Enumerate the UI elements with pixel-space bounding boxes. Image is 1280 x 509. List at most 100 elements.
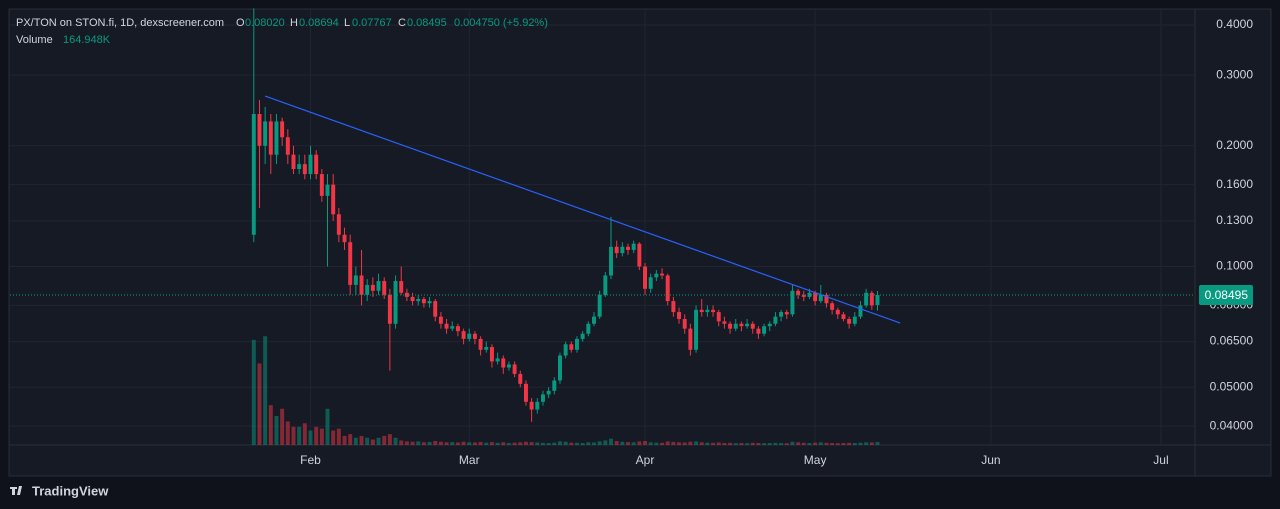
legend-low: 0.07767 [352, 17, 392, 29]
volume-bar [285, 421, 290, 445]
volume-bar [631, 442, 636, 445]
candle-body [807, 292, 812, 297]
legend-open: 0.08020 [245, 17, 285, 29]
candle-body [314, 154, 319, 175]
x-tick-label: May [804, 453, 827, 467]
y-tick-label: 0.04000 [1210, 418, 1254, 432]
volume-bar [433, 441, 438, 445]
volume-bar [557, 441, 562, 445]
candle-body [654, 273, 659, 278]
candle-body [285, 137, 290, 155]
volume-bar [365, 437, 370, 445]
volume-bar [512, 442, 517, 445]
candle-body [506, 364, 511, 368]
candle-body [387, 294, 392, 324]
candle-body [665, 275, 670, 302]
candle-body [478, 338, 483, 350]
candle-body [523, 383, 528, 402]
volume-bar [484, 442, 489, 445]
volume-bar [779, 443, 784, 445]
candle-body [421, 298, 426, 304]
candle-body [841, 314, 846, 319]
volume-bar [597, 441, 602, 445]
volume-bar [540, 442, 545, 445]
candle-body [592, 316, 596, 324]
candle-body [631, 243, 636, 250]
candle-body [711, 309, 716, 313]
volume-bar [818, 442, 823, 445]
candle-body [563, 344, 568, 356]
volume-bar [478, 441, 483, 445]
volume-bar [268, 405, 273, 445]
volume-bar [359, 435, 364, 445]
candle-body [694, 309, 699, 350]
candle-body [557, 355, 562, 381]
volume-bar [620, 441, 625, 445]
candle-body [251, 114, 256, 235]
volume-bar [325, 408, 330, 445]
candle-body [546, 390, 551, 395]
volume-bar [455, 442, 460, 445]
volume-bar [671, 441, 676, 445]
y-tick-label: 0.3000 [1216, 67, 1253, 81]
volume-bar [251, 339, 256, 445]
trend-line [264, 95, 901, 324]
chart-frame [8, 8, 1272, 477]
candles [251, 8, 880, 422]
candle-body [540, 394, 545, 402]
volume-bar [580, 443, 585, 445]
grid [10, 10, 1195, 445]
volume-bar [660, 442, 665, 445]
candle-body [263, 121, 268, 146]
candle-body [569, 344, 574, 350]
volume-bar [830, 443, 835, 445]
last-price-box [1199, 284, 1253, 305]
volume-bar [387, 434, 392, 445]
candle-body [438, 316, 443, 324]
volume-bar [767, 443, 772, 445]
volume-bar [495, 442, 500, 445]
volume-bar [711, 442, 716, 445]
volume-bar [773, 442, 778, 445]
volume-bar [807, 443, 812, 445]
last-price-label: 0.08495 [1205, 288, 1249, 302]
volume-bar [342, 435, 347, 445]
y-tick-label: 0.06500 [1210, 334, 1254, 348]
volume-bar [847, 442, 852, 445]
candle-body [637, 243, 642, 267]
candle-body [461, 331, 466, 339]
volume-bar [677, 442, 682, 445]
brand: TradingView [10, 483, 109, 498]
candle-body [869, 292, 874, 306]
volume-bar [370, 439, 375, 445]
candle-body [739, 323, 744, 327]
volume-bar [569, 442, 574, 445]
candle-body [399, 281, 404, 293]
volume-bar [297, 426, 302, 445]
candle-body [529, 401, 534, 410]
volume-bar [319, 428, 324, 445]
candle-body [586, 323, 591, 334]
x-tick-label: Jul [1153, 453, 1168, 467]
volume-bar [461, 441, 466, 445]
candle-body [682, 318, 687, 329]
candle-body [495, 358, 500, 362]
volume-bar [257, 363, 262, 445]
candle-body [796, 290, 801, 295]
legend-close: 0.08495 [407, 17, 447, 29]
volume-bar [722, 443, 727, 445]
volume-bar [609, 438, 613, 445]
volume-title: Volume [16, 34, 53, 46]
candle-body [257, 114, 262, 146]
candle-body [699, 309, 704, 313]
y-tick-label: 0.1300 [1216, 213, 1253, 227]
candle-body [433, 301, 438, 317]
volume-bar [331, 430, 336, 445]
x-tick-label: Apr [636, 453, 655, 467]
candle-body [325, 184, 330, 196]
volume-bar [523, 441, 528, 445]
volume-bar [762, 443, 767, 445]
volume-bar [529, 442, 534, 445]
legend-high: 0.08694 [299, 17, 339, 29]
